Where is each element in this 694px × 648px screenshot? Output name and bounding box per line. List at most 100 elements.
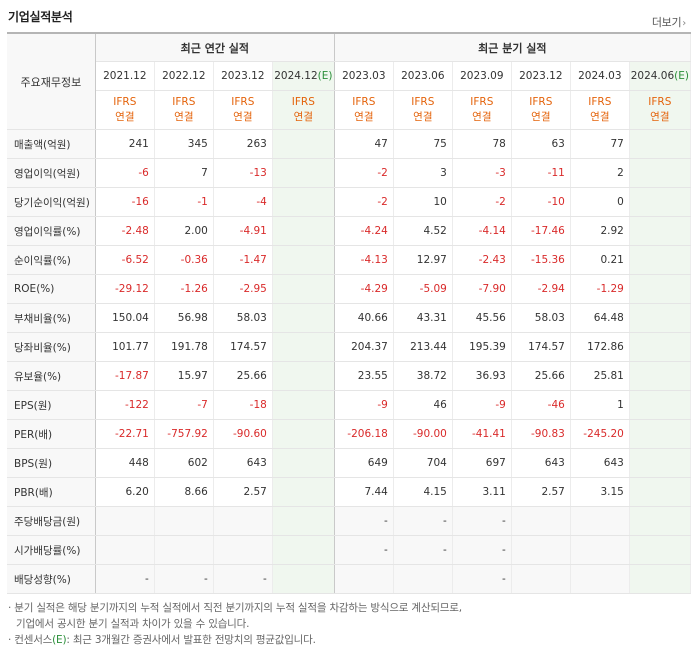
table-row: PER(배) -22.71 -757.92 -90.60 -206.18 -90.00 -4… xyxy=(7,419,691,449)
more-label: 더보기 xyxy=(651,16,682,29)
cell-quarter-5 xyxy=(629,245,691,275)
cell-annual-1: 602 xyxy=(154,448,214,478)
cell-quarter-1: 3 xyxy=(393,158,453,188)
table-row: 영업이익률(%) -2.48 2.00 -4.91 -4.24 4.52 -4.14 -17.… xyxy=(7,216,691,246)
cell-annual-3 xyxy=(272,187,335,217)
cell-quarter-4: -1.29 xyxy=(570,274,630,304)
period-header-annual-0: 2021.12 xyxy=(95,61,155,91)
period-label: 2024.12 xyxy=(274,70,318,82)
cell-quarter-2: - xyxy=(452,564,512,594)
table-row: 유보율(%) -17.87 15.97 25.66 23.55 38.72 36.93 25.… xyxy=(7,361,691,391)
cell-quarter-1: 10 xyxy=(393,187,453,217)
cell-annual-1 xyxy=(154,535,214,565)
ifrs-label: IFRS xyxy=(411,96,435,108)
cell-annual-3 xyxy=(272,564,335,594)
period-label: 2021.12 xyxy=(103,70,147,82)
cell-quarter-0: - xyxy=(334,535,394,565)
cell-annual-3 xyxy=(272,303,335,333)
ifrs-header-quarter-3: IFRS 연결 xyxy=(511,90,571,130)
table-row: 영업이익(억원) -6 7 -13 -2 3 -3 -11 2 xyxy=(7,158,691,188)
table-row: 주당배당금(원) - - - xyxy=(7,506,691,536)
table-row: 부채비율(%) 150.04 56.98 58.03 40.66 43.31 45.56 58… xyxy=(7,303,691,333)
cell-annual-2: 25.66 xyxy=(213,361,273,391)
cell-quarter-2: 45.56 xyxy=(452,303,512,333)
period-header-quarter-5: 2024.06(E) xyxy=(629,61,691,91)
cell-annual-0: 6.20 xyxy=(95,477,155,507)
row-label: 당기순이익(억원) xyxy=(7,187,96,217)
cell-annual-0: -22.71 xyxy=(95,419,155,449)
ifrs-label: IFRS xyxy=(648,96,672,108)
cell-quarter-5 xyxy=(629,216,691,246)
consolidated-label: 연결 xyxy=(531,111,551,123)
note-estimate-mark: (E) xyxy=(52,634,67,646)
ifrs-row: IFRS 연결 IFRS 연결 IFRS 연결 IFRS 연결 IFRS 연결 IFRS 연결 IFRS… xyxy=(7,90,691,130)
cell-quarter-3: 2.57 xyxy=(511,477,571,507)
period-header-quarter-3: 2023.12 xyxy=(511,61,571,91)
cell-quarter-1: 704 xyxy=(393,448,453,478)
cell-quarter-5 xyxy=(629,158,691,188)
cell-quarter-5 xyxy=(629,419,691,449)
table-row: 배당성향(%) - - - - xyxy=(7,564,691,594)
cell-quarter-1: -5.09 xyxy=(393,274,453,304)
cell-quarter-4: 2.92 xyxy=(570,216,630,246)
cell-annual-3 xyxy=(272,506,335,536)
cell-quarter-4: 25.81 xyxy=(570,361,630,391)
ifrs-header-quarter-1: IFRS 연결 xyxy=(393,90,453,130)
cell-quarter-5 xyxy=(629,332,691,362)
cell-quarter-2: 78 xyxy=(452,129,512,159)
cell-annual-1: -0.36 xyxy=(154,245,214,275)
cell-quarter-3 xyxy=(511,506,571,536)
cell-quarter-1: -90.00 xyxy=(393,419,453,449)
cell-quarter-4 xyxy=(570,506,630,536)
cell-quarter-2: -3 xyxy=(452,158,512,188)
consolidated-label: 연결 xyxy=(233,111,253,123)
cell-annual-1: 191.78 xyxy=(154,332,214,362)
period-header-annual-3: 2024.12(E) xyxy=(272,61,335,91)
row-label: 영업이익률(%) xyxy=(7,216,96,246)
row-label: BPS(원) xyxy=(7,448,96,478)
cell-quarter-4: 77 xyxy=(570,129,630,159)
consolidated-label: 연결 xyxy=(413,111,433,123)
cell-quarter-0: -2 xyxy=(334,187,394,217)
consolidated-label: 연결 xyxy=(472,111,492,123)
table-row: 매출액(억원) 241 345 263 47 75 78 63 77 xyxy=(7,129,691,159)
cell-quarter-0: 204.37 xyxy=(334,332,394,362)
ifrs-header-quarter-5: IFRS 연결 xyxy=(629,90,691,130)
cell-quarter-2: -2 xyxy=(452,187,512,217)
cell-annual-3 xyxy=(272,216,335,246)
cell-quarter-5 xyxy=(629,303,691,333)
table-row: EPS(원) -122 -7 -18 -9 46 -9 -46 1 xyxy=(7,390,691,420)
estimate-mark: (E) xyxy=(317,70,333,82)
cell-quarter-5 xyxy=(629,390,691,420)
cell-annual-0: -6 xyxy=(95,158,155,188)
cell-annual-1: -7 xyxy=(154,390,214,420)
note-line-2: 기업에서 공시한 분기 실적과 차이가 있을 수 있습니다. xyxy=(16,618,250,630)
cell-annual-3 xyxy=(272,419,335,449)
cell-quarter-4: 0 xyxy=(570,187,630,217)
row-label: 배당성향(%) xyxy=(7,564,96,594)
cell-annual-0: -17.87 xyxy=(95,361,155,391)
row-label: EPS(원) xyxy=(7,390,96,420)
cell-quarter-0: 23.55 xyxy=(334,361,394,391)
cell-quarter-4: 643 xyxy=(570,448,630,478)
row-label: 부채비율(%) xyxy=(7,303,96,333)
cell-annual-1: 345 xyxy=(154,129,214,159)
cell-quarter-0: 7.44 xyxy=(334,477,394,507)
footnotes: · 분기 실적은 해당 분기까지의 누적 실적에서 직전 분기까지의 누적 실적… xyxy=(8,600,462,648)
section-title: 기업실적분석 xyxy=(8,10,73,24)
cell-annual-3 xyxy=(272,332,335,362)
quarter-group-header: 최근 분기 실적 xyxy=(334,32,691,62)
cell-quarter-1: 46 xyxy=(393,390,453,420)
cell-quarter-4: 0.21 xyxy=(570,245,630,275)
row-label: 매출액(억원) xyxy=(7,129,96,159)
more-link[interactable]: 더보기› xyxy=(652,14,686,30)
cell-quarter-3: 174.57 xyxy=(511,332,571,362)
row-label: PBR(배) xyxy=(7,477,96,507)
ifrs-label: IFRS xyxy=(291,96,315,108)
cell-annual-0: 150.04 xyxy=(95,303,155,333)
cell-quarter-3: -15.36 xyxy=(511,245,571,275)
cell-quarter-1: 213.44 xyxy=(393,332,453,362)
period-label: 2024.06 xyxy=(630,70,675,82)
cell-quarter-1: 43.31 xyxy=(393,303,453,333)
cell-quarter-2: 195.39 xyxy=(452,332,512,362)
